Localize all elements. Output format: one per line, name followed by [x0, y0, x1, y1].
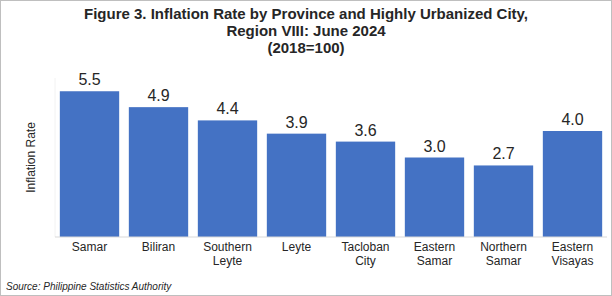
x-tick-label: EasternSamar	[414, 240, 455, 268]
bar	[267, 134, 326, 237]
title: Figure 3. Inflation Rate by Province and…	[84, 5, 528, 22]
data-label: 3.9	[285, 114, 307, 131]
bar	[60, 91, 119, 237]
bar	[405, 158, 464, 238]
x-tick-label: Leyte	[282, 240, 312, 254]
y-axis-label: Inflation Rate	[24, 122, 38, 193]
bar	[543, 131, 602, 237]
data-label: 4.4	[216, 100, 238, 117]
x-tick-label-line: Visayas	[552, 254, 594, 268]
x-tick-label-line: Eastern	[414, 240, 455, 254]
bar	[129, 107, 188, 237]
x-tick-label-line: Biliran	[142, 240, 175, 254]
x-tick-label-line: Samar	[417, 254, 452, 268]
data-label: 5.5	[78, 71, 100, 88]
x-tick-label-line: Southern	[203, 240, 252, 254]
x-tick-label: Samar	[72, 240, 107, 254]
frame	[1, 1, 612, 296]
x-tick-label-line: Eastern	[552, 240, 593, 254]
bar	[474, 165, 533, 237]
data-label: 2.7	[492, 145, 514, 162]
title: (2018=100)	[267, 39, 344, 56]
source: Source: Philippine Statistics Authority	[6, 281, 172, 292]
x-tick-label-line: City	[355, 254, 376, 268]
x-tick-label-line: Samar	[486, 254, 521, 268]
x-tick-label-line: Leyte	[282, 240, 312, 254]
bar	[336, 142, 395, 237]
x-tick-label: Biliran	[142, 240, 175, 254]
title: Region VIII: June 2024	[226, 22, 386, 39]
x-tick-label: NorthernSamar	[480, 240, 527, 268]
x-tick-label-line: Samar	[72, 240, 107, 254]
bar	[198, 120, 257, 237]
data-label: 3.6	[354, 122, 376, 139]
bars	[60, 91, 602, 237]
x-tick-label: EasternVisayas	[552, 240, 594, 268]
x-axis-line	[55, 237, 607, 238]
data-label: 4.0	[561, 111, 583, 128]
y-axis-line	[55, 78, 56, 237]
data-label: 4.9	[147, 87, 169, 104]
x-tick-label-line: Leyte	[213, 254, 243, 268]
data-label: 3.0	[423, 138, 445, 155]
chart: Figure 3. Inflation Rate by Province and…	[0, 0, 612, 296]
x-tick-label-line: Northern	[480, 240, 527, 254]
x-tick-label: SouthernLeyte	[203, 240, 252, 268]
x-tick-label-line: Tacloban	[341, 240, 389, 254]
x-tick-label: TaclobanCity	[341, 240, 389, 268]
